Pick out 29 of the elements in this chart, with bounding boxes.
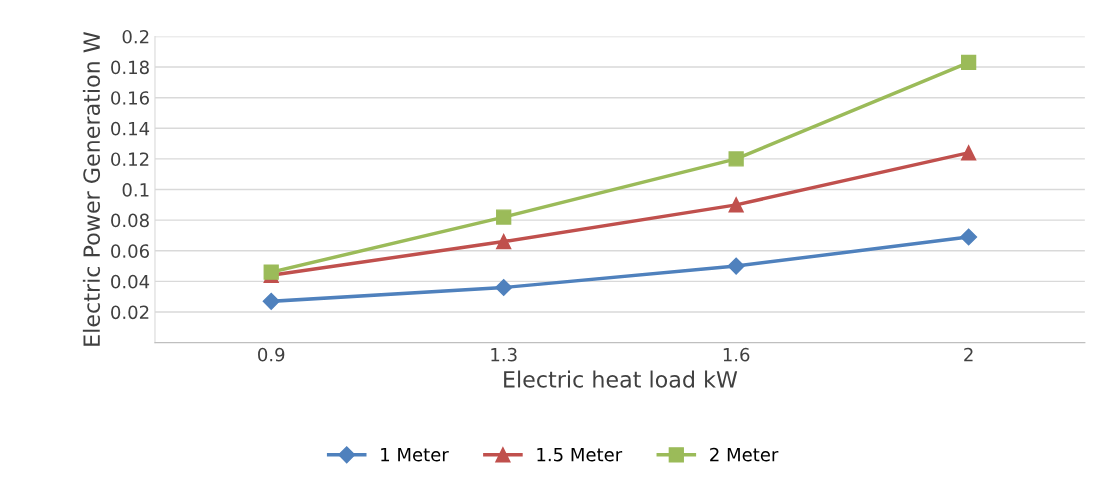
y-tick-label: 0.06 bbox=[111, 244, 149, 258]
point bbox=[728, 151, 744, 167]
y-tick-label: 0.2 bbox=[122, 29, 149, 44]
x-tick-label: 1.6 bbox=[723, 347, 750, 362]
x-tick-label: 0.9 bbox=[258, 347, 285, 362]
point bbox=[496, 233, 512, 250]
point bbox=[960, 54, 977, 71]
y-tick-label: 0.14 bbox=[111, 121, 150, 136]
point bbox=[960, 228, 978, 246]
y-tick-label: 0.02 bbox=[111, 305, 149, 320]
x-tick-label: 1.3 bbox=[491, 347, 517, 362]
y-axis-title: Electric Power Generation W bbox=[82, 31, 101, 346]
point bbox=[727, 257, 745, 275]
point bbox=[728, 197, 744, 213]
point bbox=[496, 209, 512, 225]
y-tick-label: 0.08 bbox=[111, 213, 149, 228]
y-tick-label: 0.12 bbox=[111, 152, 149, 167]
legend-label: 1.5 Meter bbox=[537, 447, 623, 462]
legend-label: 2 Meter bbox=[710, 447, 779, 462]
point bbox=[262, 292, 280, 310]
legend-label: 1 Meter bbox=[381, 447, 449, 462]
point bbox=[495, 278, 513, 297]
point bbox=[960, 145, 977, 161]
x-tick-label: 2 bbox=[964, 347, 973, 362]
y-tick-label: 0.16 bbox=[111, 91, 149, 105]
y-tick-label: 0.18 bbox=[111, 60, 149, 75]
y-tick-label: 0.1 bbox=[122, 183, 149, 197]
y-tick-label: 0.04 bbox=[111, 274, 150, 289]
x-axis-title: Electric heat load kW bbox=[504, 370, 738, 388]
